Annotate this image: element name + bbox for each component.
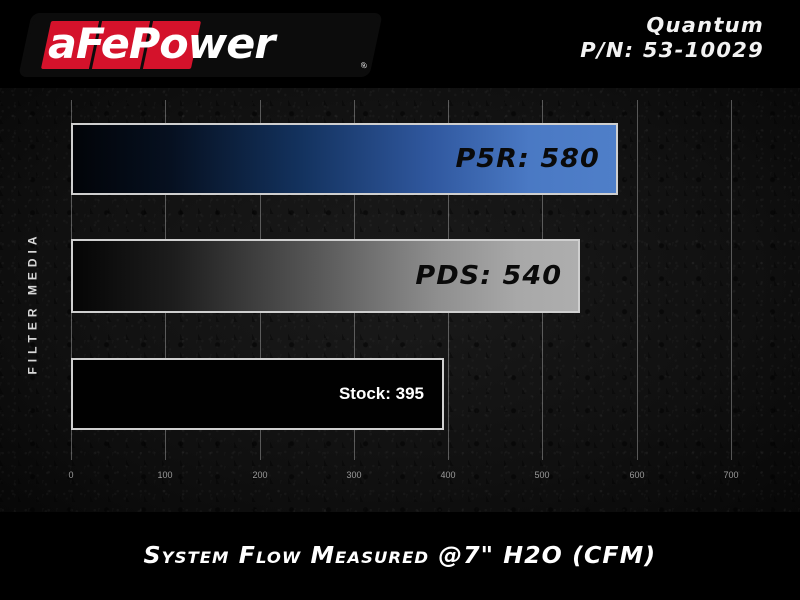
x-tick-700: 700 bbox=[723, 470, 739, 480]
bar-label-p5r: P5R: 580 bbox=[455, 144, 600, 174]
gridline-600 bbox=[637, 100, 638, 460]
logo-afe-text: aFe bbox=[48, 19, 129, 68]
header-product-info: Quantum P/N: 53-10029 bbox=[580, 13, 764, 63]
bar-stock: Stock: 395 bbox=[71, 358, 444, 430]
x-tick-0: 0 bbox=[68, 470, 74, 480]
logo-inner: aFePower ® bbox=[28, 16, 373, 74]
product-name: Quantum bbox=[646, 13, 764, 37]
logo-power-text: Power bbox=[128, 19, 275, 68]
y-axis-label-text: FILTER MEDIA bbox=[26, 231, 41, 375]
bar-label-stock: Stock: 395 bbox=[338, 384, 424, 403]
bar-label-pds: PDS: 540 bbox=[415, 261, 562, 291]
bar-p5r: P5R: 580 bbox=[71, 123, 618, 195]
bar-pds: PDS: 540 bbox=[71, 239, 580, 313]
x-tick-200: 200 bbox=[252, 470, 268, 480]
y-axis-label: FILTER MEDIA bbox=[18, 218, 48, 388]
x-tick-500: 500 bbox=[534, 470, 550, 480]
logo-wordmark: aFePower bbox=[48, 19, 274, 69]
header-band: aFePower ® Quantum P/N: 53-10029 bbox=[0, 0, 800, 88]
registered-trademark-icon: ® bbox=[360, 61, 368, 70]
x-tick-400: 400 bbox=[440, 470, 456, 480]
x-tick-600: 600 bbox=[629, 470, 645, 480]
chart-caption: System Flow Measured @7" H2O (CFM) bbox=[143, 543, 657, 569]
part-number: P/N: 53-10029 bbox=[580, 38, 764, 62]
chart-plot-area: FILTER MEDIA P5R: 580 PDS: 540 Stock: 39… bbox=[0, 88, 800, 512]
afe-power-logo: aFePower ® bbox=[21, 16, 380, 74]
x-tick-300: 300 bbox=[346, 470, 362, 480]
footer-band: System Flow Measured @7" H2O (CFM) bbox=[0, 512, 800, 600]
gridline-700 bbox=[731, 100, 732, 460]
x-tick-100: 100 bbox=[157, 470, 173, 480]
